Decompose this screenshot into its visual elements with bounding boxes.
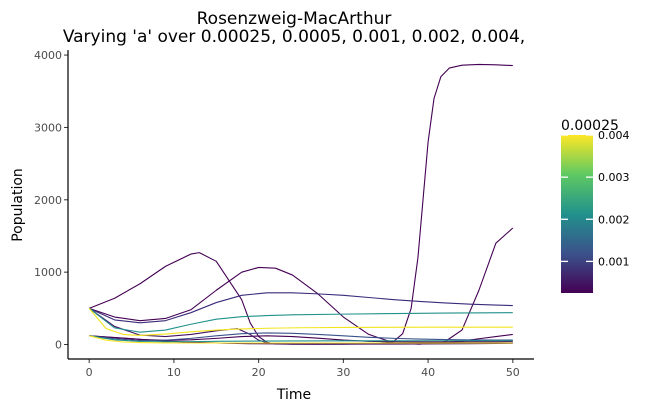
series-line-9	[89, 335, 513, 343]
x-tick-label: 0	[86, 366, 93, 379]
chart-subtitle: Varying 'a' over 0.00025, 0.0005, 0.001,…	[63, 27, 525, 47]
x-tick-label: 40	[421, 366, 435, 379]
chart-title: Rosenzweig-MacArthur	[197, 9, 392, 29]
legend-title: 0.00025	[561, 118, 619, 134]
series-line-10	[88, 307, 513, 337]
x-tick-label: 20	[252, 366, 266, 379]
y-axis-label: Population	[10, 168, 26, 242]
y-axis-ticks: 0 1000 2000 3000 4000	[34, 49, 68, 352]
series-line-8	[88, 307, 513, 333]
y-tick-label: 4000	[34, 49, 62, 62]
y-tick-label: 3000	[34, 121, 62, 134]
plot-area	[88, 63, 514, 345]
colorbar	[561, 135, 593, 293]
x-axis-label: Time	[276, 387, 311, 403]
x-tick-label: 10	[167, 366, 181, 379]
x-tick-label: 50	[506, 366, 520, 379]
colorbar-tick-label: 0.002	[598, 213, 630, 226]
legend: 0.00025 0.001 0.002 0.003 0.004	[561, 118, 630, 293]
series-line-3	[89, 227, 514, 345]
x-tick-label: 30	[336, 366, 350, 379]
colorbar-ticks: 0.001 0.002 0.003 0.004	[561, 129, 630, 268]
y-tick-label: 1000	[34, 266, 62, 279]
series-line-6	[88, 292, 513, 324]
series-line-11	[89, 335, 513, 344]
colorbar-tick-label: 0.001	[598, 255, 630, 268]
series-line-7	[89, 332, 513, 342]
colorbar-tick-label: 0.003	[598, 171, 630, 184]
colorbar-tick-label: 0.004	[598, 129, 630, 142]
y-tick-label: 2000	[34, 194, 62, 207]
x-axis-ticks: 0 10 20 30 40 50	[86, 359, 520, 379]
y-tick-label: 0	[55, 339, 62, 352]
series-line-5	[88, 307, 513, 345]
series-line-1	[88, 63, 513, 345]
